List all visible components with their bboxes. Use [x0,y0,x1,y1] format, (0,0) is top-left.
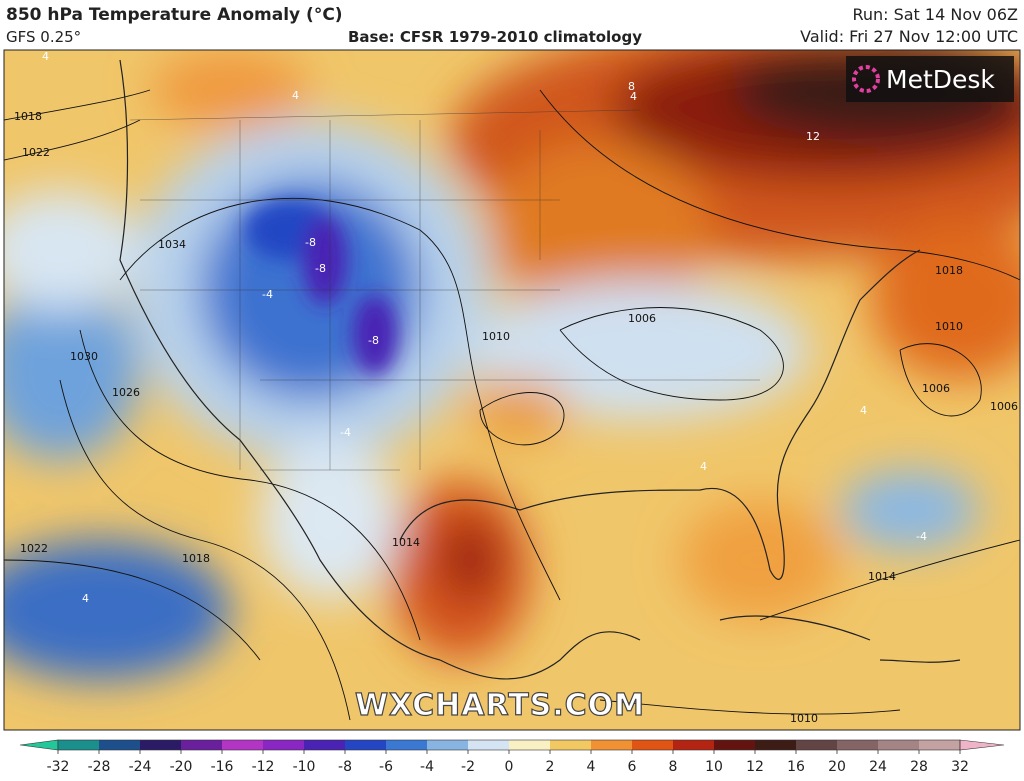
logo-icon [852,65,880,93]
colorbar-segment [796,740,838,750]
colorbar-segment [550,740,592,750]
colorbar-tick-label: 16 [787,759,805,775]
colorbar-segment [837,740,879,750]
logo: MetDesk [846,56,1014,102]
logo-box [846,56,1014,102]
colorbar-segment [99,740,141,750]
anomaly-label: -4 [340,426,351,439]
isobar-label: 1022 [20,542,48,555]
borders [129,109,760,471]
colorbar-segment [427,740,469,750]
base: Base: CFSR 1979-2010 climatology [348,28,642,46]
colorbar-tick-label: -2 [461,759,475,775]
coastlines [119,59,961,680]
watermark: WXCHARTS.COM [355,688,645,723]
colorbar-tick-label: -8 [338,759,352,775]
valid: Valid: Fri 27 Nov 12:00 UTC [800,27,1018,46]
map-frame [3,49,1021,731]
run: Run: Sat 14 Nov 06Z [852,5,1018,24]
colorbar-segment [878,740,920,750]
colorbar-tick-label: 6 [628,759,637,775]
isobar-label: 1018 [14,110,42,123]
colorbar-tick-label: -24 [129,759,152,775]
colorbar-tick-label: 0 [505,759,514,775]
isobar-label: 1014 [868,570,896,583]
map: WXCHARTS.COM 101810221034103010261022101… [4,50,1020,730]
colorbar-segment [140,740,182,750]
colorbar-tick-label: -16 [211,759,234,775]
colorbar-tick-label: -10 [293,759,316,775]
colorbar-tick-label: -4 [420,759,434,775]
colorbar-segment [632,740,674,750]
isobar-label: 1006 [990,400,1018,413]
colorbar-segment [755,740,797,750]
colorbar-tick-label: 24 [869,759,887,775]
colorbar-tick-label: -28 [88,759,111,775]
colorbar-segment [386,740,428,750]
colorbar-extension [19,739,59,751]
anomaly-label: 4 [630,90,637,103]
anomaly-label: -4 [262,288,273,301]
anomaly-label: 12 [806,130,820,143]
colorbar-tick-label: -20 [170,759,193,775]
colorbar-tick-label: -32 [47,759,70,775]
colorbar-tick-label: 8 [669,759,678,775]
anomaly-label: -8 [315,262,326,275]
colorbar-segment [468,740,510,750]
colorbar-segment [222,740,264,750]
isobar-label: 1018 [182,552,210,565]
title: 850 hPa Temperature Anomaly (°C) [6,5,343,25]
isobar-label: 1026 [112,386,140,399]
colorbar-tick-label: 4 [587,759,596,775]
colorbar-segment [181,740,223,750]
colorbar-tick-label: 2 [546,759,555,775]
anomaly-label: -4 [916,530,927,543]
colorbar-segment [345,740,387,750]
colorbar-tick-label: 20 [828,759,846,775]
colorbar-segment [591,740,633,750]
colorbar-segment [714,740,756,750]
isobar-label: 1010 [935,320,963,333]
anomaly-label: 8 [628,80,635,93]
colorbar-tick-label: 12 [746,759,764,775]
isobar-label: 1018 [935,264,963,277]
isobar-label: 1022 [22,146,50,159]
anomaly-label: 4 [700,460,707,473]
isobar-label: 1006 [922,382,950,395]
isobars [4,89,1020,721]
colorbar-tick-label: -6 [379,759,393,775]
colorbar-tick-label: 10 [705,759,723,775]
isobar-label: 1006 [628,312,656,325]
anomaly-label: -8 [305,236,316,249]
colorbar-segment [673,740,715,750]
isobar-label: 1034 [158,238,186,251]
anomaly-label: -8 [368,334,379,347]
colorbar-tick-label: 28 [910,759,928,775]
anomaly-label: 4 [82,592,89,605]
colorbar-extension [959,739,1005,751]
isobar-label: 1010 [482,330,510,343]
model: GFS 0.25° [6,28,81,46]
colorbar: -32 -28 -24 -20 -16 -12 -10 -8 -6 -4 -2 0 2 4 6 8 10 12 16… [19,739,1005,775]
anomaly-label: 4 [860,404,867,417]
isobar-label: 1030 [70,350,98,363]
colorbar-segment [919,740,961,750]
colorbar-segment [263,740,305,750]
map-labels: 1018 1022 1034 1030 1026 1022 1018 1014 1010 1006… [14,50,1018,725]
colorbar-segment [58,740,100,750]
anomaly-label: 4 [292,89,299,102]
colorbar-segment [509,740,551,750]
anomaly-label: 4 [42,50,49,63]
colorbar-tick-label: -12 [252,759,275,775]
isobar-label: 1010 [790,712,818,725]
colorbar-segment [304,740,346,750]
logo-text: MetDesk [886,65,995,94]
cold-core [245,200,397,375]
colorbar-tick-label: 32 [951,759,969,775]
isobar-label: 1014 [392,536,420,549]
